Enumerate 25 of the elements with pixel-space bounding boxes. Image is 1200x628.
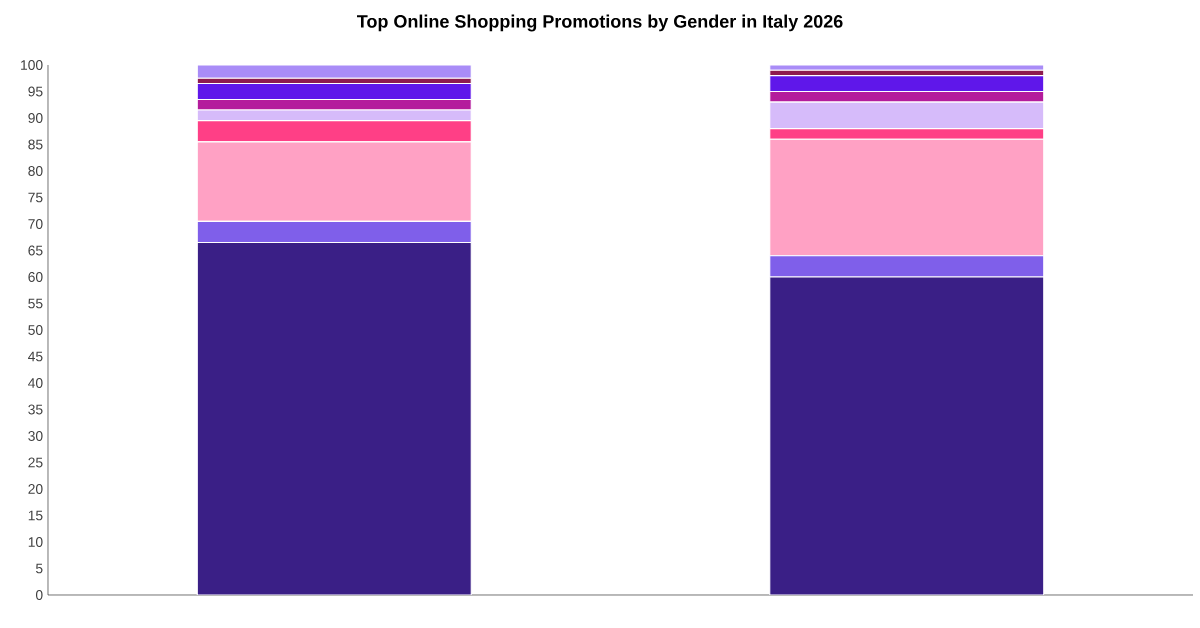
y-tick-label: 65	[28, 245, 43, 256]
y-tick-label: 10	[28, 537, 43, 547]
y-tick-label: 100	[21, 60, 43, 70]
y-tick-label: 30	[28, 431, 43, 441]
bar	[196, 241, 472, 595]
y-tick-label: 5	[35, 563, 43, 574]
y-tick-label: 70	[28, 219, 43, 229]
y-tick-label: 95	[28, 86, 43, 97]
y-tick-label: 20	[28, 484, 43, 494]
y-tick-label: 50	[28, 325, 43, 335]
y-tick-label: 85	[28, 139, 43, 150]
y-tick-label: 45	[28, 351, 43, 362]
y-tick-label: 55	[28, 298, 43, 309]
y-tick-label: 90	[28, 113, 43, 123]
y-tick-label: 75	[28, 192, 43, 203]
bar	[769, 276, 1045, 595]
y-tick-label: 15	[28, 510, 43, 521]
y-tick-label: 0	[35, 590, 43, 600]
bar	[196, 65, 472, 79]
chart-title: Top Online Shopping Promotions by Gender in Italy 2026	[357, 14, 843, 32]
y-tick-label: 80	[28, 166, 43, 176]
y-tick-label: 35	[28, 404, 43, 415]
y-tick-label: 60	[28, 272, 43, 282]
y-tick-label: 40	[28, 378, 43, 388]
y-tick-label: 25	[28, 457, 43, 468]
